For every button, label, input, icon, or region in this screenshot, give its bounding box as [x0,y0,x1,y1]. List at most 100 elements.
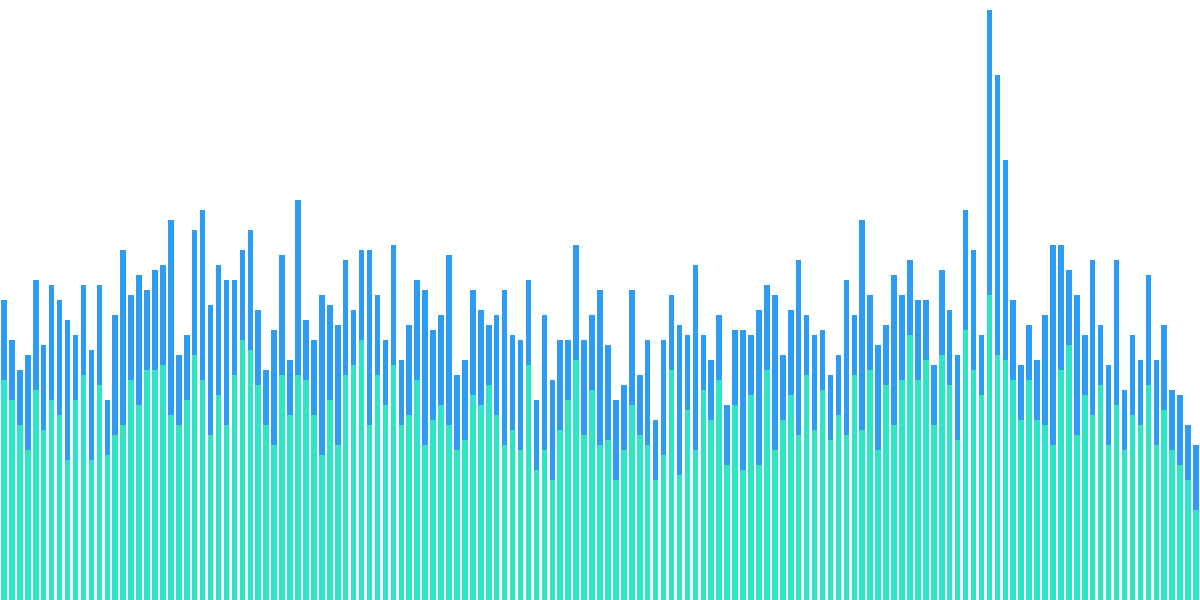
stacked-bar-chart [0,0,1200,600]
bar-segment-lower [295,375,301,600]
bar-segment-lower [128,380,134,600]
bar-segment-upper [367,250,373,425]
bar-segment-lower [160,365,166,600]
bar-segment-lower [955,440,961,600]
bar-segment-upper [112,315,118,435]
bar-segment-upper [65,320,71,460]
bar-segment-upper [589,315,595,390]
bar-segment-upper [1050,245,1056,445]
bar-segment-lower [232,375,238,600]
bar-segment-lower [1058,370,1064,600]
bar-segment-lower [875,450,881,600]
bar-segment-upper [931,365,937,425]
bar-segment-lower [653,480,659,600]
bar-segment-upper [81,285,87,375]
bar-segment-lower [740,470,746,600]
bar-segment-lower [248,350,254,600]
bar-segment-lower [446,425,452,600]
bar-segment-lower [406,415,412,600]
bar-segment-lower [97,385,103,600]
bar-segment-lower [438,405,444,600]
bar-segment-lower [796,435,802,600]
bar-segment-lower [1138,425,1144,600]
bar-segment-upper [677,325,683,475]
bar-segment-lower [144,370,150,600]
bar-segment-lower [383,405,389,600]
bar-segment-upper [1114,260,1120,405]
bar-segment-lower [1018,420,1024,600]
bar-segment-lower [89,460,95,600]
bar-segment-lower [1154,445,1160,600]
bar-segment-upper [430,330,436,420]
bar-segment-upper [1161,325,1167,410]
bar-segment-lower [764,370,770,600]
bar-segment-lower [828,440,834,600]
bar-segment-upper [303,320,309,380]
bar-segment-upper [828,375,834,440]
bar-segment-lower [327,400,333,600]
bar-segment-lower [1122,450,1128,600]
bar-segment-lower [1185,480,1191,600]
bar-segment-upper [383,340,389,405]
bar-segment-lower [716,380,722,600]
bar-segment-upper [621,385,627,450]
bar-segment-upper [613,400,619,480]
bar-segment-lower [1161,410,1167,600]
bar-segment-lower [502,445,508,600]
bar-segment-upper [470,290,476,395]
bar-segment-lower [176,425,182,600]
bar-segment-upper [438,315,444,405]
bar-segment-lower [303,380,309,600]
bar-segment-upper [907,260,913,335]
bar-segment-upper [1130,335,1136,415]
bar-segment-upper [534,400,540,470]
bar-segment-lower [343,375,349,600]
bar-segment-lower [629,405,635,600]
bar-segment-upper [852,315,858,375]
bar-segment-lower [391,365,397,600]
bar-segment-upper [963,210,969,330]
bar-segment-upper [200,210,206,380]
bar-segment-lower [581,435,587,600]
bar-segment-upper [271,330,277,445]
bar-segment-upper [756,310,762,465]
bar-segment-upper [232,280,238,375]
bar-segment-lower [724,465,730,600]
bar-segment-lower [685,410,691,600]
bar-segment-lower [1082,395,1088,600]
bar-segment-upper [343,260,349,375]
bar-segment-upper [550,380,556,480]
bar-segment-lower [136,405,142,600]
bar-segment-upper [1177,395,1183,465]
bar-segment-lower [812,430,818,600]
bar-segment-upper [1010,300,1016,380]
bar-segment-lower [701,390,707,600]
bar-segment-upper [255,310,261,385]
bar-segment-lower [1090,415,1096,600]
bar-segment-upper [446,255,452,425]
bar-segment-lower [836,415,842,600]
bar-segment-upper [764,285,770,370]
bar-segment-upper [502,290,508,445]
bar-segment-upper [1090,260,1096,415]
bar-segment-upper [748,335,754,395]
bar-segment-lower [422,445,428,600]
bar-segment-upper [208,305,214,435]
bar-segment-lower [216,395,222,600]
bar-segment-lower [589,390,595,600]
bar-segment-lower [557,430,563,600]
bar-segment-upper [240,250,246,340]
bar-segment-lower [669,370,675,600]
bar-segment-upper [1003,160,1009,360]
bar-segment-lower [112,435,118,600]
bar-segment-lower [1066,345,1072,600]
bar-segment-upper [947,310,953,385]
bar-segment-lower [1114,405,1120,600]
bar-segment-lower [81,375,87,600]
bar-segment-lower [430,420,436,600]
bar-segment-lower [200,380,206,600]
bar-segment-lower [1193,510,1199,600]
bar-segment-lower [693,450,699,600]
bar-segment-lower [49,400,55,600]
bar-segment-lower [279,375,285,600]
